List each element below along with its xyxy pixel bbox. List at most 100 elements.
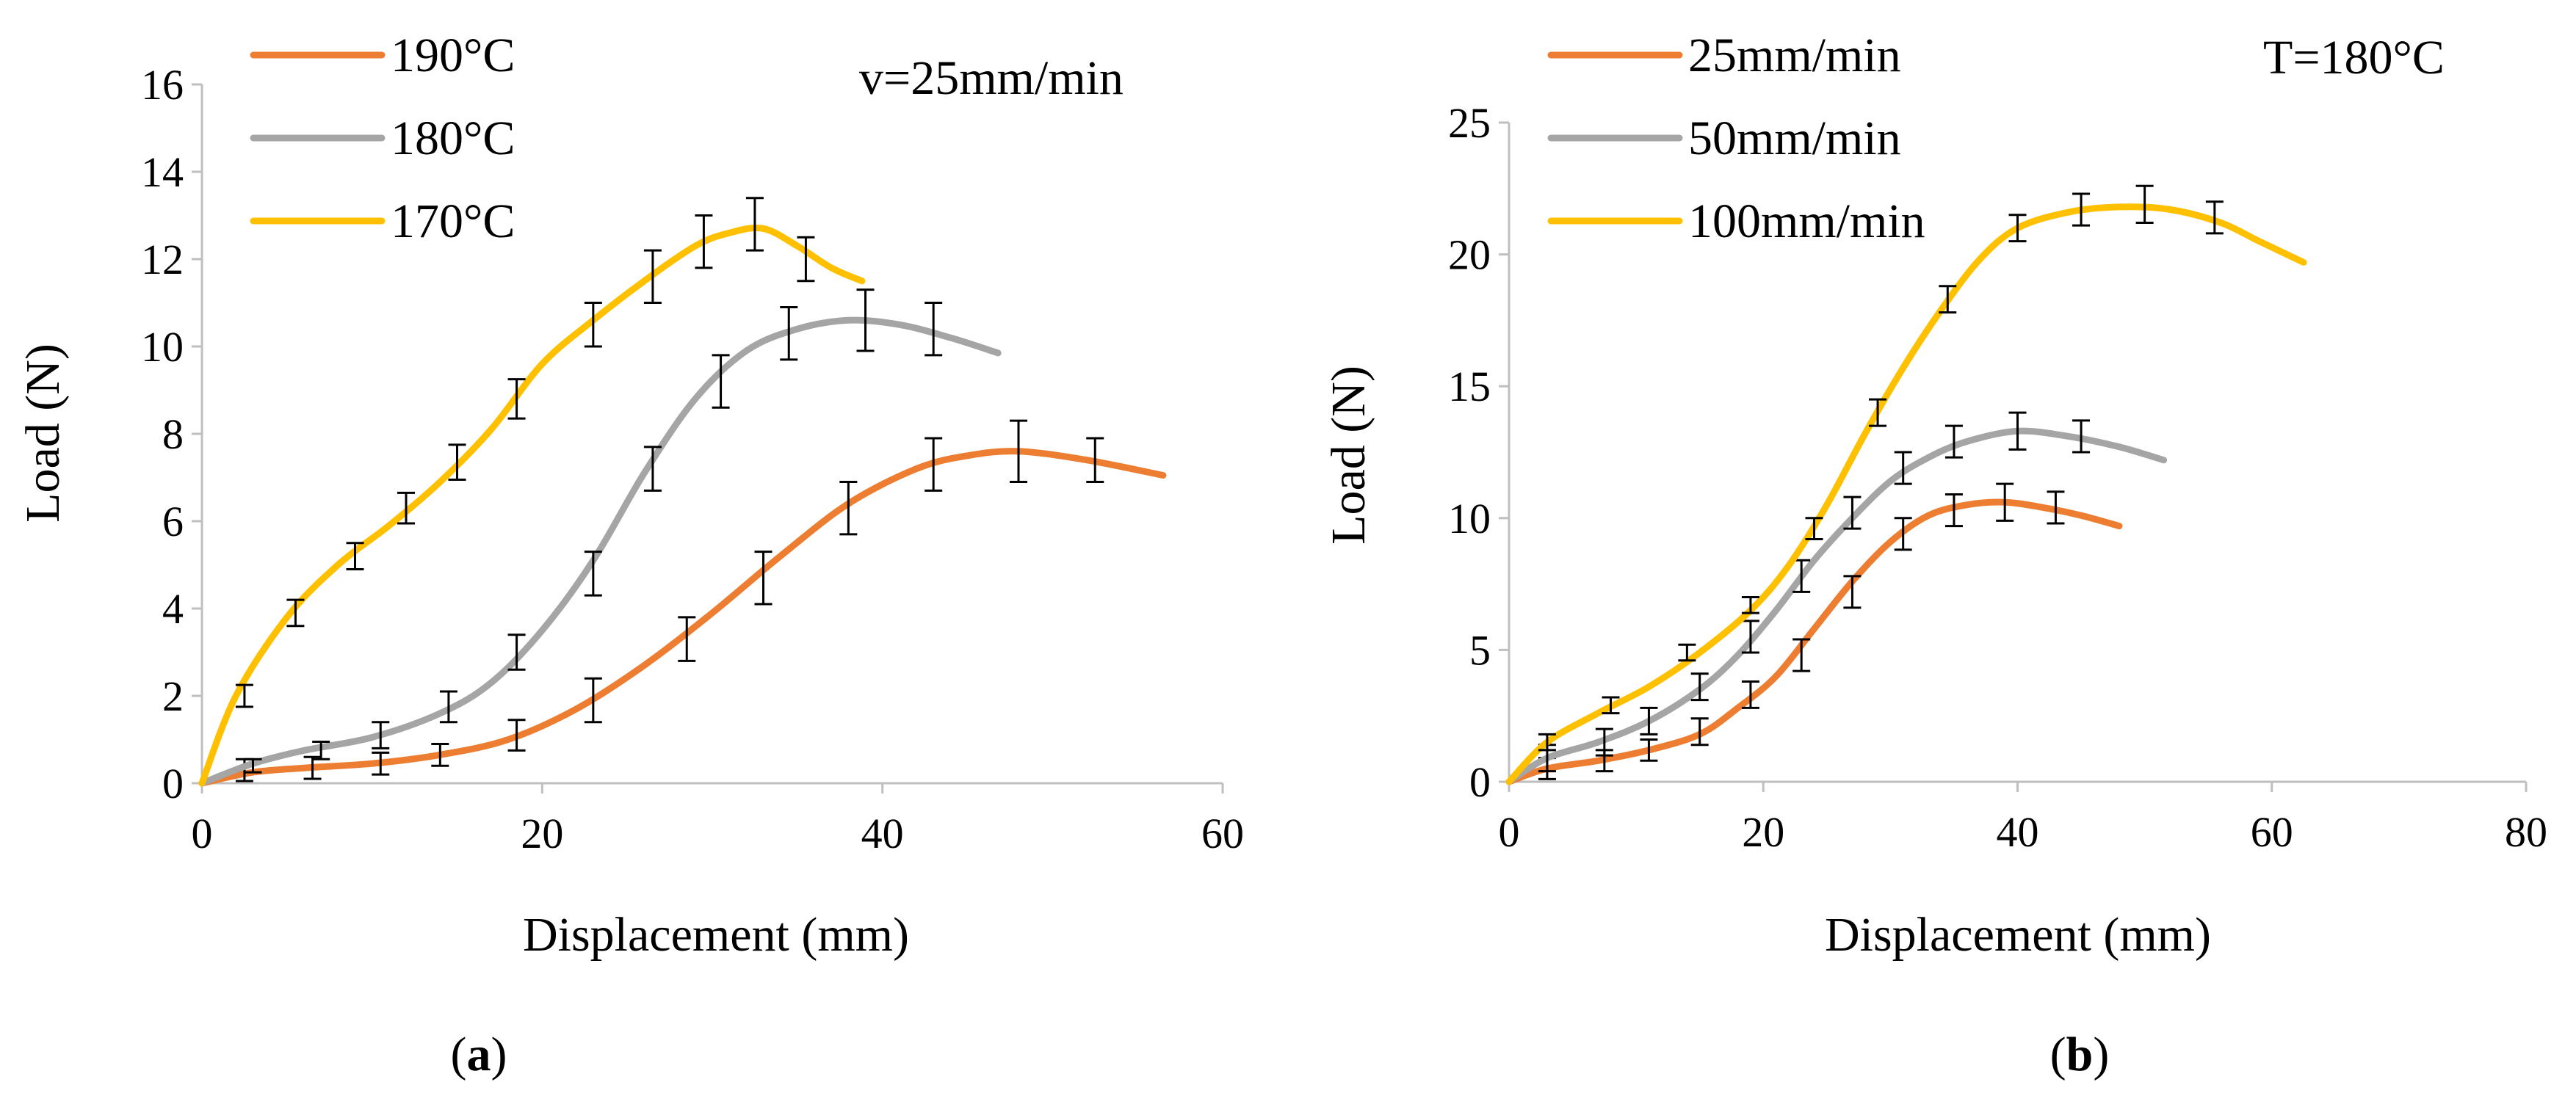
panel-b-caption: (b) xyxy=(2050,1028,2110,1081)
panel-a-y-tick-label: 12 xyxy=(141,236,184,283)
panel-a-chart: v=25mm/min Displacement (mm) Load (N) (a… xyxy=(16,29,1244,1081)
panel-a-error-bar-170-c xyxy=(745,197,764,252)
panel-a-error-bar-190-c xyxy=(839,480,858,536)
panel-b-error-bar-100mm-min xyxy=(1678,643,1696,662)
panel-a-error-bar-190-c xyxy=(1086,437,1104,483)
panel-a-error-bar-190-c xyxy=(431,742,449,767)
panel-b-error-bar-25mm-min xyxy=(1792,638,1811,672)
panel-b-legend-label-100mm-min: 100mm/min xyxy=(1688,195,1925,248)
panel-a-y-tick-label: 10 xyxy=(141,323,184,371)
panel-a-annotation: v=25mm/min xyxy=(859,51,1124,105)
panel-a-legend-label-190-c: 190°C xyxy=(391,29,515,82)
panel-b-error-bar-25mm-min xyxy=(1690,717,1709,747)
panel-a-error-bar-180-c xyxy=(584,551,602,597)
panel-a-error-bar-180-c xyxy=(312,740,330,760)
panel-b-error-bar-25mm-min xyxy=(1944,493,1963,528)
panel-a-y-axis-title: Load (N) xyxy=(16,344,70,523)
panel-a-y-tick-label: 4 xyxy=(162,585,184,633)
panel-a-caption-letter: a xyxy=(467,1028,491,1081)
panel-a-y-tick-label: 8 xyxy=(162,410,184,458)
panel-b-error-bar-100mm-min xyxy=(2205,200,2224,235)
panel-b-caption-letter: b xyxy=(2066,1028,2094,1081)
panel-b-error-bar-25mm-min xyxy=(2047,490,2065,525)
panel-b-y-tick-label: 5 xyxy=(1469,626,1491,674)
panel-b-error-bar-25mm-min xyxy=(1996,482,2014,522)
panel-b-error-bar-100mm-min xyxy=(2135,184,2154,224)
panel-a-series-line-170-c xyxy=(198,224,866,787)
panel-a-error-bar-170-c xyxy=(448,443,466,481)
panel-b-y-tick-label: 0 xyxy=(1469,758,1491,806)
panel-b-x-axis-title: Displacement (mm) xyxy=(1825,908,2211,962)
panel-b-error-bar-100mm-min xyxy=(1805,517,1823,541)
panel-a-error-bar-170-c xyxy=(584,302,602,348)
panel-b-error-bar-50mm-min xyxy=(1595,727,1613,757)
panel-a-legend-label-170-c: 170°C xyxy=(391,195,515,248)
panel-a-error-bar-190-c xyxy=(678,616,696,662)
panel-a-error-bar-190-c xyxy=(925,437,943,492)
panel-b-error-bar-50mm-min xyxy=(2008,411,2027,451)
panel-b-y-tick-label: 25 xyxy=(1448,99,1491,147)
panel-a-y-tick-label: 6 xyxy=(162,498,184,545)
panel-a-x-tick-label: 60 xyxy=(1201,810,1244,857)
panel-a-error-bar-180-c xyxy=(439,690,457,724)
panel-a-error-bar-170-c xyxy=(507,378,526,420)
panel-b-legend-label-50mm-min: 50mm/min xyxy=(1688,112,1901,165)
panel-b-error-bar-50mm-min xyxy=(1894,451,1912,485)
panel-a-y-tick-label: 16 xyxy=(141,61,184,109)
panel-b-error-bar-100mm-min xyxy=(1538,733,1556,752)
panel-a-y-tick-label: 14 xyxy=(141,148,184,196)
panel-b-error-bar-100mm-min xyxy=(2072,192,2091,227)
panel-a-error-bar-170-c xyxy=(235,683,253,708)
panel-a-caption: (a) xyxy=(451,1028,507,1081)
panel-b-y-tick-label: 10 xyxy=(1448,495,1491,542)
panel-b-error-bar-100mm-min xyxy=(1602,696,1620,715)
panel-a-series-line-190-c xyxy=(198,448,1167,787)
panel-b-error-bar-25mm-min xyxy=(1894,517,1912,551)
panel-b-error-bar-100mm-min xyxy=(2008,214,2027,243)
panel-b-series-line-100mm-min xyxy=(1505,203,2307,785)
panel-b-error-bar-50mm-min xyxy=(1843,495,1862,530)
panel-b-x-tick-label: 80 xyxy=(2505,808,2547,856)
panel-a-x-tick-label: 0 xyxy=(192,810,213,857)
panel-b-x-tick-label: 20 xyxy=(1742,808,1784,856)
panel-b-error-bar-25mm-min xyxy=(1640,738,1658,762)
panel-b-error-bar-100mm-min xyxy=(1939,285,1957,314)
panel-a-error-bar-190-c xyxy=(1010,419,1027,483)
panel-a-x-tick-label: 20 xyxy=(521,810,563,857)
panel-b-series-line-50mm-min xyxy=(1505,427,2168,785)
panel-a-y-tick-label: 2 xyxy=(162,672,184,720)
panel-b-error-bar-50mm-min xyxy=(1741,620,1759,654)
panel-b-y-tick-label: 20 xyxy=(1448,231,1491,279)
panel-a-error-bar-190-c xyxy=(584,677,602,724)
panel-a-error-bar-170-c xyxy=(797,236,815,283)
panel-a-error-bar-170-c xyxy=(643,249,662,304)
panel-b-legend-label-25mm-min: 25mm/min xyxy=(1688,29,1901,82)
panel-b-x-tick-label: 0 xyxy=(1499,808,1520,856)
panel-a-error-bar-180-c xyxy=(244,758,262,774)
panel-b-error-bar-50mm-min xyxy=(2072,419,2091,454)
panel-a-error-bar-170-c xyxy=(346,542,364,570)
panel-a-y-tick-label: 0 xyxy=(162,760,184,807)
panel-b-y-tick-label: 15 xyxy=(1448,363,1491,410)
panel-b-error-bar-100mm-min xyxy=(1741,596,1759,614)
panel-a-error-bar-170-c xyxy=(397,491,415,525)
panel-b-chart: T=180°C Displacement (mm) Load (N) (b) 0… xyxy=(1322,29,2547,1081)
panel-b-error-bar-50mm-min xyxy=(1640,706,1658,736)
panel-a-error-bar-180-c xyxy=(372,721,390,749)
panel-a-legend-label-180-c: 180°C xyxy=(391,112,515,165)
panel-b-series-line-25mm-min xyxy=(1505,498,2123,785)
panel-a-error-bar-190-c xyxy=(303,755,322,780)
panel-b-x-tick-label: 60 xyxy=(2251,808,2293,856)
panel-a-x-axis-title: Displacement (mm) xyxy=(523,908,909,962)
panel-a-error-bar-190-c xyxy=(754,551,773,606)
panel-b-error-bar-25mm-min xyxy=(1741,680,1759,709)
panel-b-error-bar-50mm-min xyxy=(1690,672,1709,702)
panel-a-error-bar-190-c xyxy=(507,719,526,752)
panel-b-y-axis-title: Load (N) xyxy=(1322,366,1375,545)
panel-a-error-bar-180-c xyxy=(712,354,730,409)
panel-a-error-bar-180-c xyxy=(507,633,526,671)
panel-a-error-bar-180-c xyxy=(780,305,798,361)
panel-b-annotation: T=180°C xyxy=(2263,31,2445,84)
panel-a-error-bar-180-c xyxy=(925,302,943,357)
